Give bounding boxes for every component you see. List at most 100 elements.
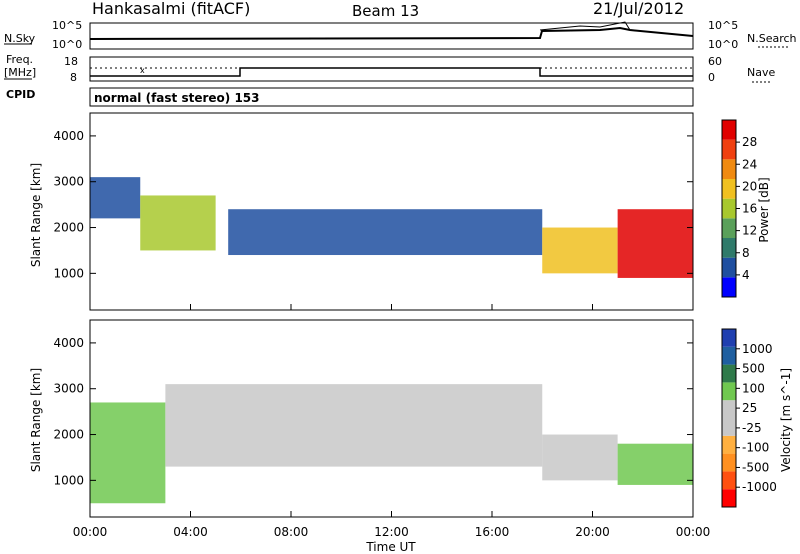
freq-label-line1: Freq. [6, 53, 33, 66]
y-tick-label: 3000 [53, 175, 84, 189]
colorbar-swatch [722, 277, 736, 297]
beam-title: Beam 13 [352, 2, 419, 20]
colorbar-tick-label: 500 [742, 362, 765, 376]
power-colorbar-label: Power [dB] [757, 177, 771, 242]
data-region [617, 209, 693, 278]
colorbar-swatch [722, 139, 736, 160]
data-region [140, 195, 216, 251]
x-tick-label: 04:00 [173, 525, 208, 539]
colorbar-swatch [722, 346, 736, 365]
power-ylabel: Slant Range [km] [29, 163, 43, 267]
colorbar-swatch [722, 159, 736, 179]
colorbar-frame [721, 328, 737, 508]
colorbar-swatch [722, 198, 736, 219]
colorbar-tick-label: 20 [742, 179, 757, 193]
velocity-yticks: 1000 2000 3000 4000 [53, 336, 693, 487]
cpid-text: normal (fast stereo) 153 [94, 91, 260, 105]
cpid-panel: normal (fast stereo) 153 [89, 87, 694, 107]
noise-right-tick-top: 10^5 [708, 19, 738, 32]
nave-tick-bottom: 0 [708, 71, 715, 84]
x-tick-label: 00:00 [73, 525, 108, 539]
colorbar-tick-label: 4 [742, 268, 750, 282]
colorbar-tick-label: 1000 [742, 342, 773, 356]
colorbar-tick-label: 100 [742, 381, 765, 395]
y-tick-label: 1000 [53, 473, 84, 487]
y-tick-label: 2000 [53, 428, 84, 442]
colorbar-tick-label: 8 [742, 246, 750, 260]
power-data [90, 177, 693, 278]
colorbar-swatch [722, 218, 736, 238]
colorbar-tick-label: 28 [742, 135, 757, 149]
nave-label: Nave [747, 66, 775, 79]
colorbar-swatch [722, 453, 736, 472]
noise-panel: N.Sky 10^5 10^0 10^5 10^0 N.Search [4, 19, 797, 51]
colorbar-swatch [722, 179, 736, 199]
x-tick-label: 00:00 [676, 525, 711, 539]
velocity-panel: Slant Range [km] 1000 2000 3000 4000 [29, 319, 694, 518]
y-tick-label: 3000 [53, 382, 84, 396]
colorbar-swatch [722, 418, 736, 436]
data-region [90, 177, 141, 219]
noise-search-line [539, 21, 631, 31]
x-tick-label: 20:00 [575, 525, 610, 539]
power-panel: Slant Range [km] 1000 2000 3000 4000 [29, 112, 694, 311]
x-tick-label: 16:00 [475, 525, 510, 539]
y-tick-label: 2000 [53, 221, 84, 235]
colorbar-tick-label: -25 [742, 421, 762, 435]
noise-left-label: N.Sky [4, 32, 36, 45]
velocity-colorbar: 1000 500 100 25 -25 -100 -500 -1000 [721, 328, 777, 508]
nave-line [90, 67, 693, 77]
freq-marker: x [140, 66, 145, 75]
data-region [542, 227, 618, 274]
colorbar-swatch [722, 364, 736, 383]
date-title: 21/Jul/2012 [593, 0, 684, 18]
freq-panel-frame [89, 56, 694, 82]
colorbar-swatch [722, 382, 736, 401]
noise-left-tick-top: 10^5 [52, 19, 82, 32]
colorbar-tick-label: 25 [742, 401, 757, 415]
colorbar-tick-label: -100 [742, 441, 769, 455]
y-tick-label: 1000 [53, 266, 84, 280]
colorbar-swatch [722, 329, 736, 347]
colorbar-swatch [722, 257, 736, 278]
power-colorbar: 28 24 20 16 12 8 4 [721, 119, 757, 298]
y-tick-label: 4000 [53, 336, 84, 350]
frequency-panel: x Freq. [MHz] 18 8 60 0 Nave CPID [4, 53, 775, 101]
x-tick-label: 08:00 [274, 525, 309, 539]
colorbar-tick-label: 24 [742, 157, 757, 171]
colorbar-swatch [722, 435, 736, 454]
colorbar-tick-label: -1000 [742, 480, 777, 494]
data-region [165, 384, 543, 467]
velocity-colorbar-label: Velocity [m s^-1] [779, 368, 793, 472]
x-tick-label: 12:00 [374, 525, 409, 539]
noise-right-label: N.Search [747, 32, 797, 45]
velocity-data [90, 384, 693, 504]
x-axis-label: Time UT [365, 540, 416, 554]
data-region [542, 434, 618, 481]
noise-left-tick-bottom: 10^0 [52, 38, 82, 51]
colorbar-swatch [722, 400, 736, 418]
noise-right-tick-bottom: 10^0 [708, 38, 738, 51]
station-title: Hankasalmi (fitACF) [92, 0, 250, 18]
cpid-label: CPID [6, 88, 35, 101]
x-axis: 00:00 04:00 08:00 12:00 16:00 20:00 00:00 [73, 304, 711, 539]
colorbar-swatch [722, 238, 736, 258]
data-region [90, 402, 166, 504]
colorbar-swatch [722, 471, 736, 490]
colorbar-swatch [722, 120, 736, 140]
cpid-panel-frame [89, 87, 694, 107]
colorbar-tick-label: -500 [742, 460, 769, 474]
freq-tick-bottom: 8 [70, 71, 77, 84]
colorbar-tick-label: 12 [742, 224, 757, 238]
noise-sky-line [89, 26, 694, 40]
y-tick-label: 4000 [53, 129, 84, 143]
freq-tick-top: 18 [64, 55, 78, 68]
colorbar-swatch [722, 489, 736, 507]
freq-label-line2: [MHz] [4, 66, 36, 79]
nave-tick-top: 60 [708, 55, 722, 68]
colorbar-tick-label: 16 [742, 202, 757, 216]
data-region [228, 209, 543, 256]
power-yticks: 1000 2000 3000 4000 [53, 129, 693, 280]
data-region [617, 443, 693, 485]
